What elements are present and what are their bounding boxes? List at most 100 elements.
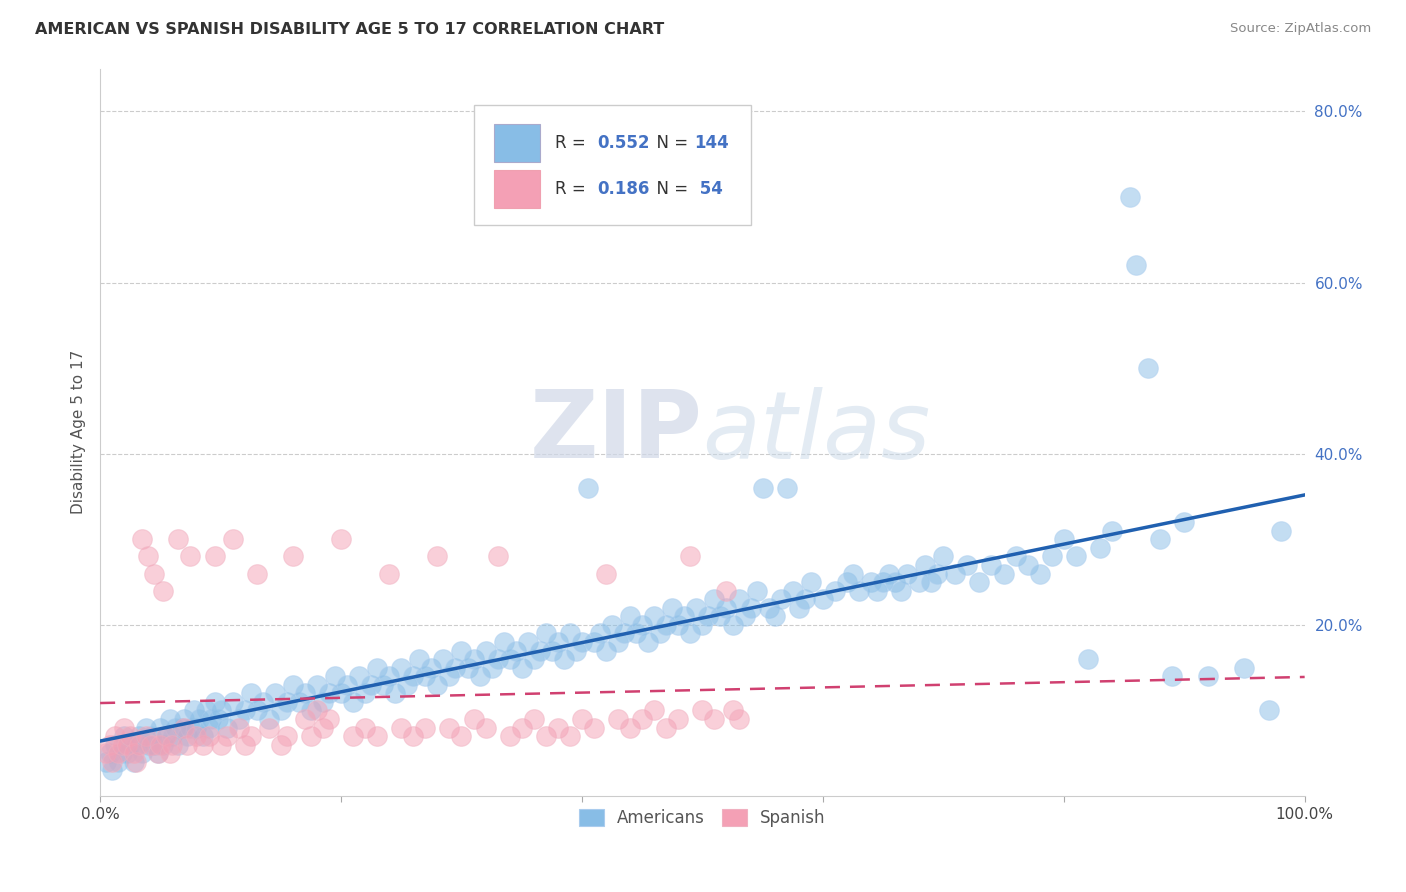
Point: [330, 533, 353, 547]
Point: [384, 686, 406, 700]
Point: [207, 712, 229, 726]
FancyBboxPatch shape: [474, 105, 751, 225]
Point: [204, 695, 226, 709]
Point: [463, 652, 485, 666]
Point: [107, 746, 129, 760]
Point: [450, 643, 472, 657]
Point: [191, 729, 214, 743]
Point: [276, 729, 298, 743]
Point: [1088, 541, 1111, 555]
Point: [299, 729, 322, 743]
Point: [366, 661, 388, 675]
Point: [252, 695, 274, 709]
Point: [135, 721, 157, 735]
Text: R =: R =: [555, 134, 592, 152]
Point: [1101, 524, 1123, 538]
Point: [402, 669, 425, 683]
Point: [582, 635, 605, 649]
Point: [215, 721, 238, 735]
Point: [294, 686, 316, 700]
Point: [246, 704, 269, 718]
Point: [139, 738, 162, 752]
Point: [354, 686, 377, 700]
Text: 0.552: 0.552: [598, 134, 650, 152]
Point: [666, 712, 689, 726]
Point: [721, 704, 744, 718]
Point: [866, 583, 889, 598]
Point: [197, 721, 219, 735]
Point: [727, 712, 749, 726]
Point: [146, 746, 169, 760]
Point: [1161, 669, 1184, 683]
Point: [294, 712, 316, 726]
Point: [378, 566, 401, 581]
Point: [162, 729, 184, 743]
Point: [107, 755, 129, 769]
Point: [1125, 259, 1147, 273]
Point: [98, 746, 121, 760]
Point: [558, 729, 581, 743]
Point: [666, 618, 689, 632]
Point: [233, 704, 256, 718]
Point: [257, 712, 280, 726]
Point: [179, 549, 201, 564]
Point: [200, 712, 222, 726]
Point: [1257, 704, 1279, 718]
Point: [679, 626, 702, 640]
Point: [186, 721, 208, 735]
Point: [969, 575, 991, 590]
Point: [650, 626, 672, 640]
Point: [787, 600, 810, 615]
Point: [890, 583, 912, 598]
Point: [824, 583, 846, 598]
Point: [1149, 533, 1171, 547]
Point: [607, 635, 630, 649]
Point: [366, 729, 388, 743]
Point: [534, 729, 557, 743]
Text: AMERICAN VS SPANISH DISABILITY AGE 5 TO 17 CORRELATION CHART: AMERICAN VS SPANISH DISABILITY AGE 5 TO …: [35, 22, 665, 37]
Text: ZIP: ZIP: [530, 386, 703, 478]
Point: [600, 618, 623, 632]
Point: [516, 635, 538, 649]
Point: [187, 712, 209, 726]
Point: [176, 729, 198, 743]
Point: [908, 575, 931, 590]
Point: [336, 678, 359, 692]
Point: [347, 669, 370, 683]
Point: [426, 678, 449, 692]
Point: [239, 686, 262, 700]
Point: [643, 704, 665, 718]
Point: [162, 738, 184, 752]
Point: [703, 592, 725, 607]
Y-axis label: Disability Age 5 to 17: Disability Age 5 to 17: [72, 351, 86, 515]
Point: [1233, 661, 1256, 675]
Point: [1137, 361, 1160, 376]
Point: [457, 661, 479, 675]
Point: [342, 729, 364, 743]
Point: [246, 566, 269, 581]
Point: [112, 729, 135, 743]
Point: [523, 712, 546, 726]
Point: [716, 600, 738, 615]
Point: [547, 721, 569, 735]
Point: [149, 738, 172, 752]
Text: N =: N =: [645, 134, 693, 152]
Point: [197, 729, 219, 743]
Point: [323, 669, 346, 683]
Point: [835, 575, 858, 590]
Point: [167, 738, 190, 752]
Point: [152, 738, 174, 752]
Point: [589, 626, 612, 640]
Point: [209, 704, 232, 718]
Point: [396, 678, 419, 692]
Point: [120, 729, 142, 743]
Point: [547, 635, 569, 649]
Point: [115, 746, 138, 760]
Point: [624, 626, 647, 640]
Point: [914, 558, 936, 572]
Text: atlas: atlas: [703, 387, 931, 478]
Point: [523, 652, 546, 666]
Point: [183, 704, 205, 718]
Point: [534, 626, 557, 640]
Point: [373, 678, 395, 692]
